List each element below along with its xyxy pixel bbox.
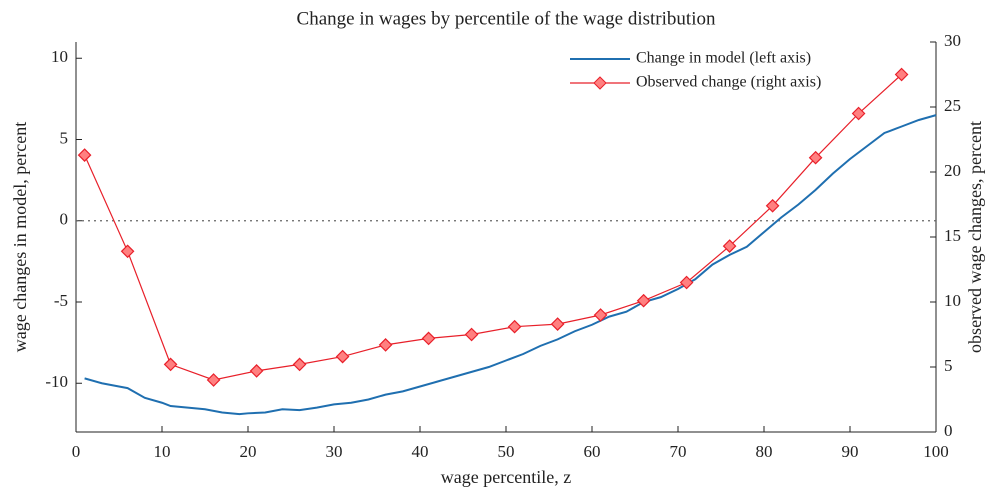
- y-axis-label: wage changes in model, percent: [10, 122, 30, 352]
- legend-label: Observed change (right axis): [636, 74, 821, 91]
- marker: [636, 293, 651, 308]
- chart-title: Change in wages by percentile of the wag…: [297, 8, 716, 29]
- marker: [335, 349, 350, 364]
- y2-tick-label: 5: [944, 356, 953, 375]
- x-tick-label: 10: [154, 442, 171, 461]
- marker: [421, 331, 436, 346]
- x-tick-label: 0: [72, 442, 81, 461]
- y2-tick-label: 0: [944, 421, 953, 440]
- x-tick-label: 30: [326, 442, 343, 461]
- marker: [894, 67, 909, 82]
- x-axis-label: wage percentile, z: [441, 467, 571, 487]
- y2-tick-label: 15: [944, 226, 961, 245]
- marker: [507, 319, 522, 334]
- x-tick-label: 50: [498, 442, 515, 461]
- marker: [378, 338, 393, 352]
- marker: [249, 364, 264, 378]
- legend-label: Change in model (left axis): [636, 50, 811, 67]
- marker: [550, 317, 565, 331]
- marker: [722, 239, 737, 253]
- x-tick-label: 60: [584, 442, 601, 461]
- y-tick-label: 10: [51, 47, 68, 66]
- y-tick-label: -5: [54, 291, 68, 310]
- x-tick-label: 90: [842, 442, 859, 461]
- y-tick-label: 0: [60, 210, 69, 229]
- marker: [765, 198, 780, 213]
- y-tick-label: -10: [45, 372, 68, 391]
- marker: [163, 357, 178, 372]
- marker: [292, 357, 307, 372]
- x-tick-label: 100: [923, 442, 949, 461]
- x-tick-label: 70: [670, 442, 687, 461]
- series-line: [84, 74, 903, 381]
- x-tick-label: 40: [412, 442, 429, 461]
- y-tick-label: 5: [60, 128, 69, 147]
- marker: [77, 148, 92, 162]
- y2-tick-label: 20: [944, 161, 961, 180]
- y2-tick-label: 25: [944, 96, 961, 115]
- legend-marker: [593, 76, 607, 90]
- marker: [679, 275, 694, 290]
- marker: [593, 308, 608, 322]
- marker: [851, 106, 866, 121]
- x-tick-label: 80: [756, 442, 773, 461]
- marker: [808, 150, 823, 165]
- series-line: [84, 114, 937, 416]
- y2-tick-label: 10: [944, 291, 961, 310]
- y2-axis-label: observed wage changes, percent: [965, 121, 985, 353]
- marker: [464, 327, 479, 342]
- marker: [206, 373, 221, 387]
- y2-tick-label: 30: [944, 31, 961, 50]
- x-tick-label: 20: [240, 442, 257, 461]
- marker: [120, 244, 135, 259]
